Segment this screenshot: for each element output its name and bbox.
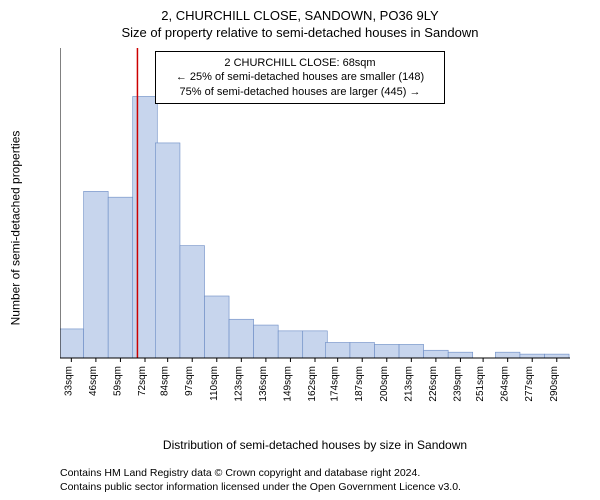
svg-text:110sqm: 110sqm: [209, 366, 220, 401]
chart-footer: Contains HM Land Registry data © Crown c…: [60, 466, 570, 494]
svg-text:264sqm: 264sqm: [500, 366, 511, 402]
footer-line2: Contains public sector information licen…: [60, 480, 570, 494]
svg-text:33sqm: 33sqm: [63, 366, 74, 396]
svg-text:46sqm: 46sqm: [88, 366, 99, 396]
chart-title-line2: Size of property relative to semi-detach…: [0, 23, 600, 40]
chart-title-line1: 2, CHURCHILL CLOSE, SANDOWN, PO36 9LY: [0, 0, 600, 23]
info-box: 2 CHURCHILL CLOSE: 68sqm ← 25% of semi-d…: [155, 51, 445, 104]
svg-text:290sqm: 290sqm: [549, 366, 560, 402]
chart-container: 2, CHURCHILL CLOSE, SANDOWN, PO36 9LY Si…: [0, 0, 600, 500]
svg-text:149sqm: 149sqm: [282, 366, 293, 402]
svg-text:84sqm: 84sqm: [160, 366, 171, 396]
svg-text:162sqm: 162sqm: [307, 366, 318, 402]
svg-text:187sqm: 187sqm: [354, 366, 365, 402]
svg-text:213sqm: 213sqm: [403, 366, 414, 402]
svg-text:200sqm: 200sqm: [379, 366, 390, 402]
footer-line1: Contains HM Land Registry data © Crown c…: [60, 466, 570, 480]
y-axis-label-text: Number of semi-detached properties: [8, 131, 22, 326]
info-box-line1: 2 CHURCHILL CLOSE: 68sqm: [162, 56, 438, 70]
svg-text:174sqm: 174sqm: [330, 366, 341, 402]
svg-text:136sqm: 136sqm: [258, 366, 269, 402]
svg-text:59sqm: 59sqm: [112, 366, 123, 396]
x-axis-label: Distribution of semi-detached houses by …: [60, 438, 570, 452]
svg-text:277sqm: 277sqm: [524, 366, 535, 402]
chart-plot-area: 02040608010012014016033sqm46sqm59sqm72sq…: [60, 48, 570, 408]
svg-text:226sqm: 226sqm: [428, 366, 439, 402]
svg-text:251sqm: 251sqm: [475, 366, 486, 402]
svg-text:239sqm: 239sqm: [452, 366, 463, 402]
svg-text:72sqm: 72sqm: [137, 366, 148, 396]
info-box-line2: ← 25% of semi-detached houses are smalle…: [162, 70, 438, 84]
y-axis-label: Number of semi-detached properties: [8, 48, 22, 408]
info-box-line3: 75% of semi-detached houses are larger (…: [162, 85, 438, 99]
svg-text:97sqm: 97sqm: [184, 366, 195, 396]
svg-text:123sqm: 123sqm: [233, 366, 244, 402]
